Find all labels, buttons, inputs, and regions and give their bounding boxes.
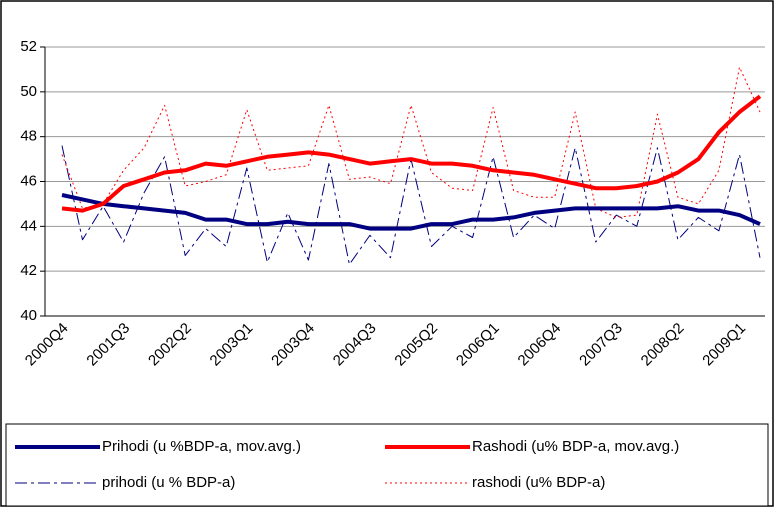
legend-box [5,423,769,507]
legend-label: rashodi (u% BDP-a) [472,474,605,491]
y-tick-label: 42 [20,262,37,279]
legend-label: Rashodi (u% BDP-a, mov.avg.) [472,438,679,455]
series-line [61,94,762,213]
legend-label: Prihodi (u %BDP-a, mov.avg.) [102,438,301,455]
series-line [61,193,761,231]
y-tick-label: 48 [20,128,37,145]
y-tick-label: 40 [20,307,37,324]
y-tick-label: 46 [20,172,37,189]
y-tick-label: 50 [20,83,37,100]
y-tick-label: 44 [20,217,37,234]
y-tick-label: 52 [20,38,37,55]
series-line [61,66,761,218]
legend-label: prihodi (u % BDP-a) [102,474,235,491]
